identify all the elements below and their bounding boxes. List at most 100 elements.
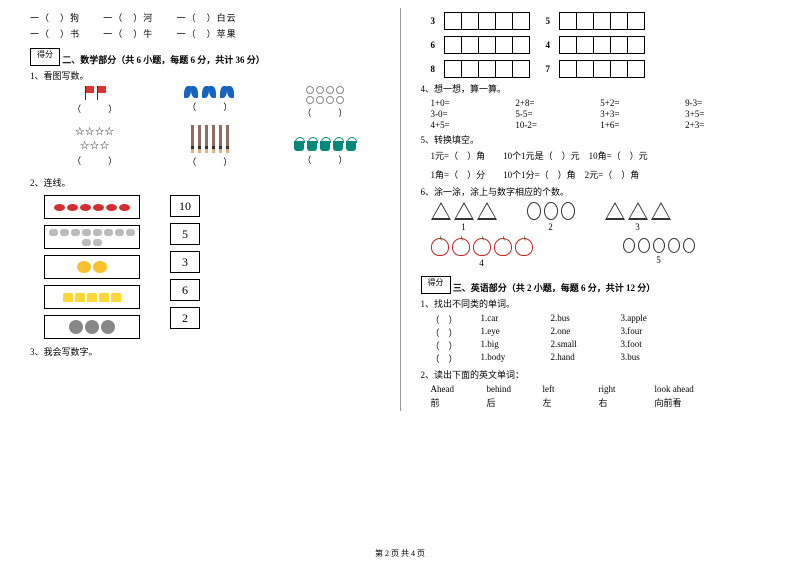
eng-word-cn: 后: [487, 396, 543, 409]
eng-row: （ ）1.body2.hand3.bus: [431, 352, 771, 365]
circle-icon: [316, 96, 324, 104]
q6-title: 6、涂一涂，涂上与数字相应的个数。: [421, 185, 771, 198]
fill-item: 一（ ）河: [103, 13, 153, 23]
pencil-icon: [226, 125, 229, 153]
shape-row-bottom: 4 5: [431, 238, 771, 268]
shape-label: 5: [656, 255, 661, 265]
write-num: 3: [431, 16, 441, 26]
eng-cell: （ ）: [431, 313, 481, 326]
score-box: 得分: [30, 48, 60, 66]
oval-icon: [544, 202, 558, 220]
calc-item: 5-5=: [515, 109, 600, 119]
paren: （ ）: [40, 102, 149, 115]
fill-item: 一（ ）白云: [177, 13, 237, 23]
fill-row-2: 一（ ）书 一（ ）牛 一（ ）苹果: [30, 27, 380, 40]
pencil-icon: [191, 125, 194, 153]
butterfly-icon: [202, 86, 218, 98]
match-images: [44, 195, 140, 339]
match-box-beans: [44, 195, 140, 219]
eng-word: look ahead: [655, 384, 711, 394]
calc-item: 5+2=: [600, 98, 685, 108]
write-row: 4: [546, 36, 645, 54]
q5-title: 5、转换填空。: [421, 133, 771, 146]
eng-word-cn: 向前看: [655, 396, 711, 409]
star-row: ☆☆☆☆: [40, 125, 149, 138]
shape-label: 2: [548, 222, 553, 232]
calc-item: 10-2=: [515, 120, 600, 130]
calc-item: 3+3=: [600, 109, 685, 119]
pencil-icon: [198, 125, 201, 153]
apple-icon: [431, 238, 449, 256]
bucket-icon: [346, 141, 356, 151]
eng-cell: 1.big: [481, 339, 551, 352]
num-box: 5: [170, 223, 200, 245]
eng-cell: 1.body: [481, 352, 551, 365]
write-num: 4: [546, 40, 556, 50]
q1-stars: ☆☆☆☆ ☆☆☆ （ ）: [40, 125, 149, 168]
conv-line: 1角=（ ）分 10个1分=（ ）角 2元=（ ）角: [431, 168, 771, 181]
left-column: 一（ ）狗 一（ ）河 一（ ）白云 一（ ）书 一（ ）牛 一（ ）苹果 得分…: [30, 8, 401, 411]
circle-icon: [326, 96, 334, 104]
eng-word: behind: [487, 384, 543, 394]
fill-row-1: 一（ ）狗 一（ ）河 一（ ）白云: [30, 11, 380, 24]
star-row: ☆☆☆: [40, 139, 149, 152]
page-footer: 第 2 页 共 4 页: [0, 548, 800, 559]
calc-item: 3+5=: [685, 109, 770, 119]
calc-item: 2+8=: [515, 98, 600, 108]
triangle-icon: [651, 202, 671, 220]
write-num: 7: [546, 64, 556, 74]
oval-icon: [668, 238, 680, 253]
q4-title: 4、想一想，算一算。: [421, 82, 771, 95]
match-box-faces: [44, 315, 140, 339]
q1-pencils: （ ）: [155, 125, 264, 168]
circle-icon: [306, 96, 314, 104]
q1-butterflies: （ ）: [155, 86, 264, 119]
score-box: 得分: [421, 276, 451, 294]
apple-icon: [494, 238, 512, 256]
q1-grid: （ ） （ ） （ ） ☆☆☆☆ ☆☆☆ （ ）: [40, 86, 380, 168]
eng-word: Ahead: [431, 384, 487, 394]
oval-icon: [653, 238, 665, 253]
write-row: 3: [431, 12, 530, 30]
eng-word: left: [543, 384, 599, 394]
eng-cell: 3.four: [621, 326, 691, 339]
pencil-icon: [219, 125, 222, 153]
eng-word: right: [599, 384, 655, 394]
apple-icon: [515, 238, 533, 256]
eq1-title: 1、找出不同类的单词。: [421, 297, 771, 310]
circle-icon: [326, 86, 334, 94]
num-box: 10: [170, 195, 200, 217]
num-box: 6: [170, 279, 200, 301]
eng-cell: 2.small: [551, 339, 621, 352]
shapes-area: 1 2 3 4 5: [431, 202, 771, 268]
eng-words-en: Ahead behind left right look ahead: [431, 384, 711, 394]
match-box-lions: [44, 255, 140, 279]
bucket-icon: [294, 141, 304, 151]
oval-icon: [638, 238, 650, 253]
oval-icon: [683, 238, 695, 253]
write-num: 5: [546, 16, 556, 26]
write-row: 6: [431, 36, 530, 54]
flag-icon: [84, 86, 94, 100]
q1-buckets: （ ）: [270, 125, 379, 168]
pencil-icon: [205, 125, 208, 153]
eng-row: （ ）1.eye2.one3.four: [431, 326, 771, 339]
circle-icon: [306, 86, 314, 94]
eng-cell: 2.hand: [551, 352, 621, 365]
english-title: 三、英语部分（共 2 小题，每题 6 分，共计 12 分）: [453, 283, 656, 293]
calc-item: 4+5=: [431, 120, 516, 130]
eng-word-cn: 右: [599, 396, 655, 409]
eng-row: （ ）1.big2.small3.foot: [431, 339, 771, 352]
calc-item: 9-3=: [685, 98, 770, 108]
triangle-icon: [605, 202, 625, 220]
page: 一（ ）狗 一（ ）河 一（ ）白云 一（ ）书 一（ ）牛 一（ ）苹果 得分…: [0, 0, 800, 411]
paren: （ ）: [270, 153, 379, 166]
shape-group-4: 4: [431, 238, 533, 268]
right-column: 3 6 8 5 4 7 4、想一想，算一算。 1+0= 2+8= 5+2= 9-…: [401, 8, 771, 411]
butterfly-icon: [184, 86, 200, 98]
circle-icon: [336, 96, 344, 104]
fill-item: 一（ ）书: [30, 29, 80, 39]
paren: （ ）: [155, 155, 264, 168]
math-title: 二、数学部分（共 6 小题，每题 6 分，共计 36 分）: [62, 55, 265, 65]
flag-icon: [96, 86, 106, 100]
